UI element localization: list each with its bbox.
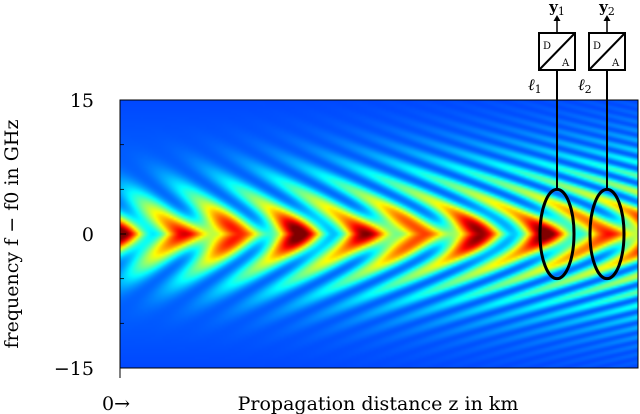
receiver-2-output-label: y2 bbox=[598, 0, 615, 18]
receiver-2-converter-top-label: D bbox=[593, 41, 601, 52]
receiver-1-link-label: ℓ1 bbox=[528, 75, 542, 96]
x-axis-label: Propagation distance z in km bbox=[238, 393, 519, 414]
heatmap-plot bbox=[119, 99, 639, 369]
y-axis: 15 0 −15 bbox=[54, 90, 126, 380]
heatmap-image bbox=[120, 100, 638, 368]
y-axis-label: frequency f − f0 in GHz bbox=[1, 120, 23, 349]
y-tick-label-0: 15 bbox=[70, 90, 94, 112]
receiver-2-link-label: ℓ2 bbox=[578, 75, 592, 96]
x-origin-label: 0→ bbox=[102, 393, 130, 414]
receiver-1-converter-top-label: D bbox=[543, 41, 551, 52]
receiver-1-converter-bottom-label: A bbox=[561, 58, 570, 69]
y-tick-label-2: −15 bbox=[54, 358, 94, 380]
y-tick-label-1: 0 bbox=[82, 224, 94, 246]
receiver-1-output-arrowhead bbox=[553, 15, 561, 21]
receiver-1-converter-diagonal bbox=[538, 32, 576, 71]
receiver-2-converter-diagonal bbox=[588, 32, 626, 71]
x-axis: 0→ Propagation distance z in km bbox=[102, 368, 518, 414]
receiver-2-output-arrowhead bbox=[603, 15, 611, 21]
receiver-1-output-label: y1 bbox=[548, 0, 565, 18]
receiver-2-converter-bottom-label: A bbox=[611, 58, 620, 69]
